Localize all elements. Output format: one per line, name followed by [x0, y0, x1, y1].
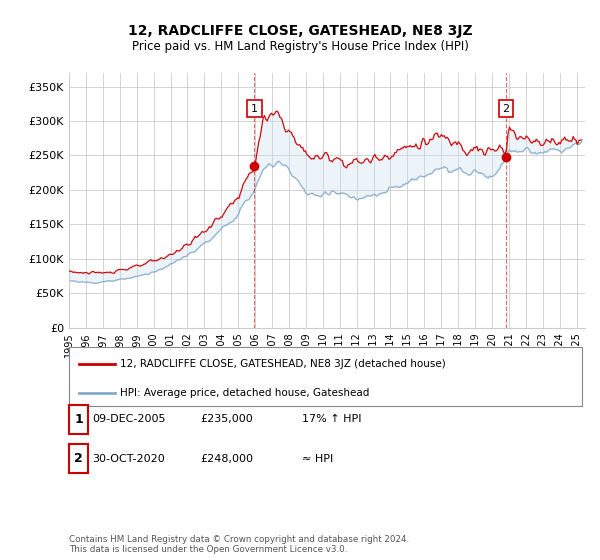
Text: HPI: Average price, detached house, Gateshead: HPI: Average price, detached house, Gate…: [120, 388, 370, 398]
Text: £235,000: £235,000: [200, 414, 253, 424]
Text: 30-OCT-2020: 30-OCT-2020: [92, 454, 164, 464]
Text: 12, RADCLIFFE CLOSE, GATESHEAD, NE8 3JZ (detached house): 12, RADCLIFFE CLOSE, GATESHEAD, NE8 3JZ …: [120, 358, 446, 368]
Text: 12, RADCLIFFE CLOSE, GATESHEAD, NE8 3JZ: 12, RADCLIFFE CLOSE, GATESHEAD, NE8 3JZ: [128, 24, 472, 38]
Text: Contains HM Land Registry data © Crown copyright and database right 2024.
This d: Contains HM Land Registry data © Crown c…: [69, 535, 409, 554]
Text: 2: 2: [502, 104, 509, 114]
Text: 1: 1: [251, 104, 258, 114]
Text: 17% ↑ HPI: 17% ↑ HPI: [302, 414, 361, 424]
Text: 2: 2: [74, 452, 83, 465]
Text: ≈ HPI: ≈ HPI: [302, 454, 333, 464]
Text: Price paid vs. HM Land Registry's House Price Index (HPI): Price paid vs. HM Land Registry's House …: [131, 40, 469, 53]
Text: 09-DEC-2005: 09-DEC-2005: [92, 414, 166, 424]
Text: £248,000: £248,000: [200, 454, 253, 464]
Text: 1: 1: [74, 413, 83, 426]
